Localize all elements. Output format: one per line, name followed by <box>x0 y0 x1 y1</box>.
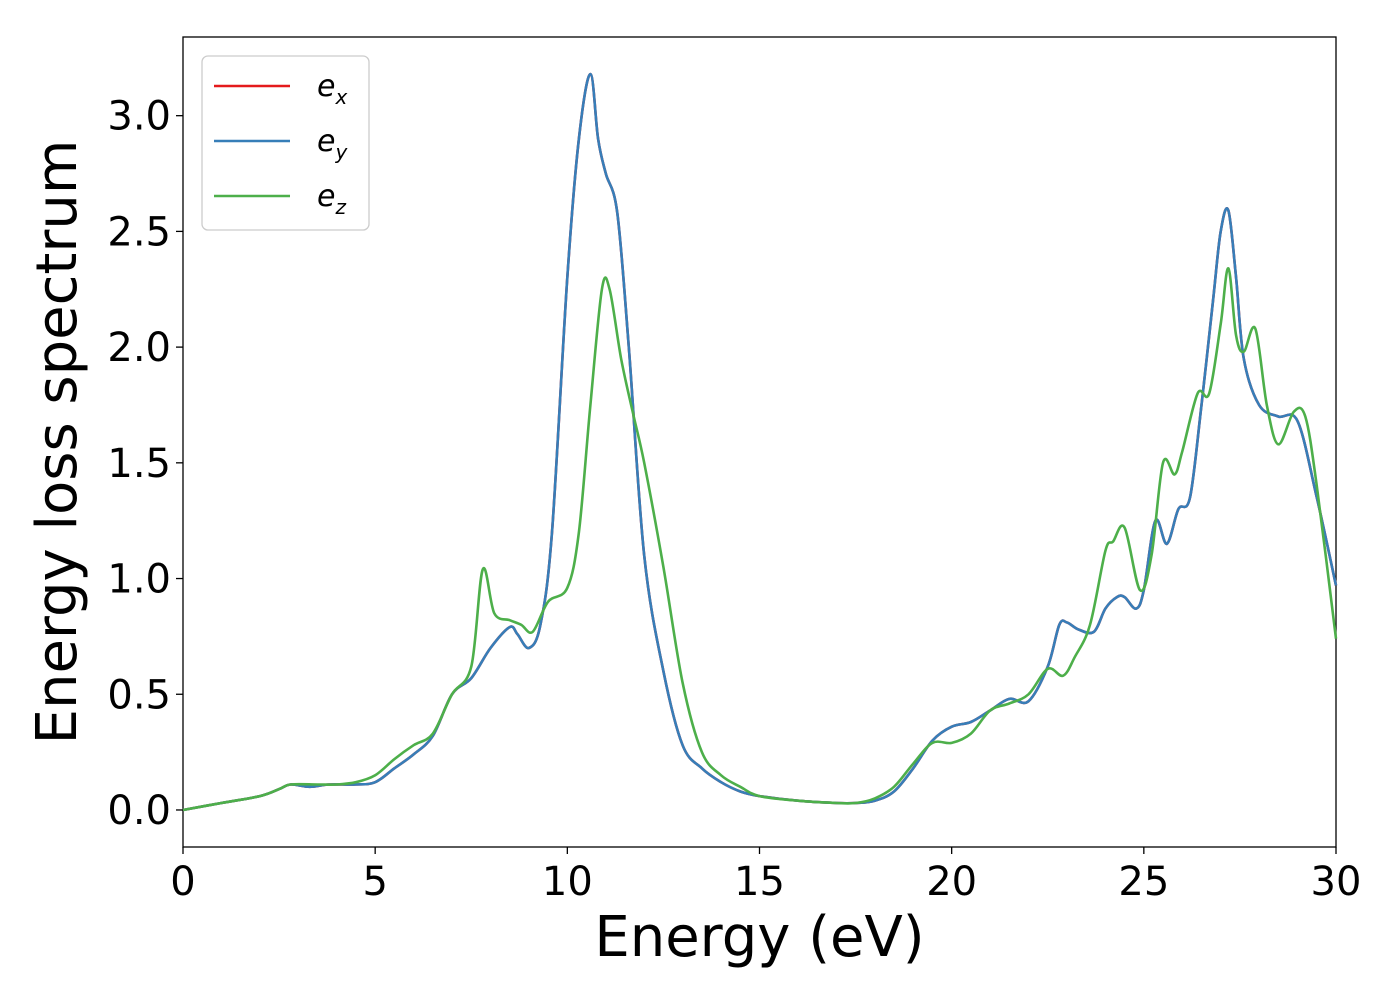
legend-box <box>201 55 370 231</box>
x-tick-label: 30 <box>1311 859 1362 905</box>
y-axis-label: Energy loss spectrum <box>25 140 90 745</box>
x-tick-label: 15 <box>734 859 785 905</box>
x-tick-label: 20 <box>926 859 977 905</box>
x-tick-label: 10 <box>542 859 593 905</box>
x-axis-label: Energy (eV) <box>594 905 924 970</box>
y-tick-label: 0.5 <box>107 672 171 718</box>
legend-label-base: e <box>317 179 335 214</box>
legend-label-subscript: x <box>334 85 347 109</box>
x-tick-label: 5 <box>362 859 387 905</box>
legend-label-base: e <box>317 69 335 104</box>
y-tick-label: 2.0 <box>107 325 171 371</box>
legend-label-base: e <box>317 124 335 159</box>
y-axis-ticks: 0.0 0.5 1.0 1.5 2.0 2.5 3.0 <box>107 94 183 834</box>
x-tick-label: 25 <box>1118 859 1169 905</box>
y-tick-label: 1.5 <box>107 441 171 487</box>
y-tick-label: 2.5 <box>107 209 171 255</box>
y-tick-label: 0.0 <box>107 788 171 834</box>
y-tick-label: 3.0 <box>107 94 171 140</box>
legend-label-ez: ez <box>317 179 346 219</box>
legend-label-ex: ex <box>317 69 347 109</box>
series-line-ez <box>182 267 1338 812</box>
legend-label-ey: ey <box>317 124 348 164</box>
legend-label-subscript: y <box>334 140 348 164</box>
series-lines <box>182 72 1338 812</box>
legend-label-subscript: z <box>334 195 346 219</box>
x-axis-ticks: 0 5 10 15 20 25 30 <box>170 847 1361 905</box>
y-tick-label: 1.0 <box>107 557 171 603</box>
x-tick-label: 0 <box>170 859 195 905</box>
